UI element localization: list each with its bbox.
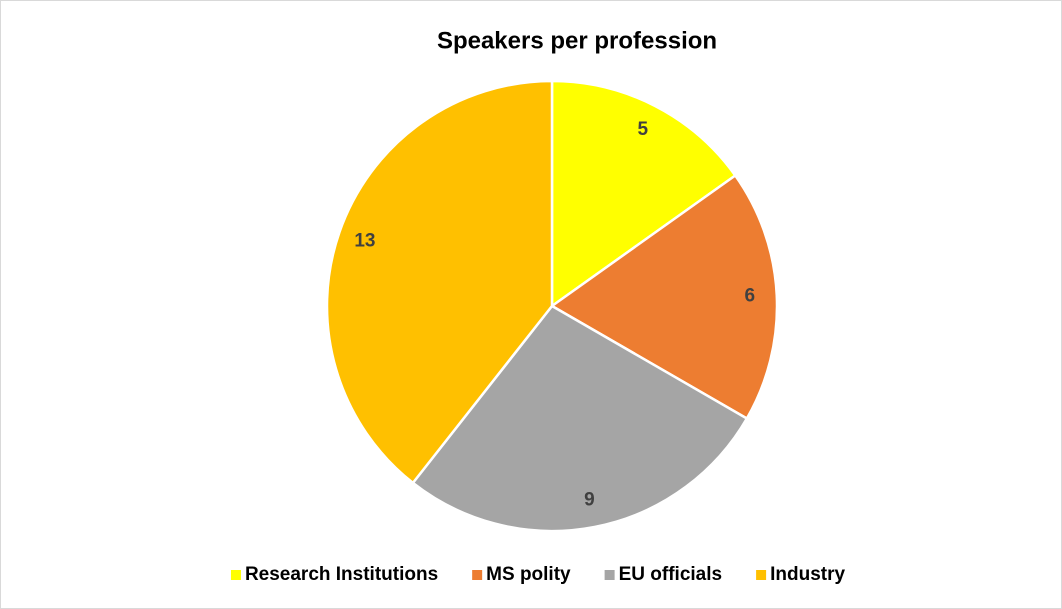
pie-slice	[325, 79, 554, 485]
legend-label: Industry	[770, 564, 845, 585]
legend-label: EU officials	[619, 564, 722, 585]
data-label: 5	[637, 119, 648, 140]
pie-slice	[550, 79, 738, 309]
pie-slice	[549, 173, 779, 421]
legend-swatch	[756, 570, 767, 580]
legend-swatch	[472, 570, 483, 580]
legend-swatch	[230, 570, 241, 580]
legend: Research Institutions MS polity EU officia…	[230, 564, 845, 585]
chart-title: Speakers per profession	[437, 27, 717, 54]
data-label: 9	[584, 489, 595, 510]
pie-slice	[411, 304, 749, 533]
data-label: 6	[744, 286, 755, 307]
legend-label: MS polity	[486, 564, 571, 585]
data-label: 13	[354, 230, 375, 251]
legend-label: Research Institutions	[245, 564, 438, 585]
legend-swatch	[604, 570, 615, 580]
